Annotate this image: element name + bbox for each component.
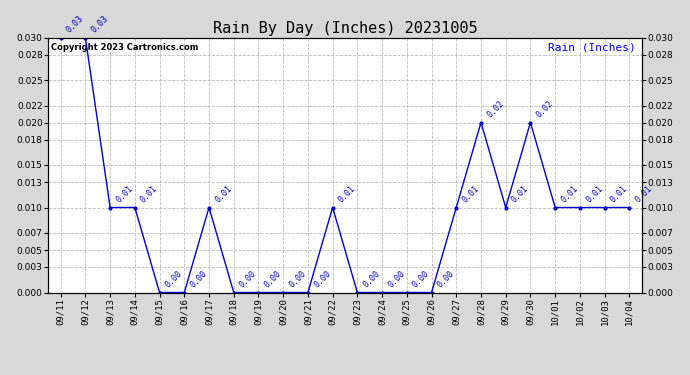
Text: 0.01: 0.01	[609, 184, 629, 205]
Text: 0.02: 0.02	[485, 99, 506, 120]
Text: 0.00: 0.00	[411, 269, 431, 290]
Text: 0.01: 0.01	[584, 184, 604, 205]
Text: 0.01: 0.01	[139, 184, 159, 205]
Text: 0.00: 0.00	[362, 269, 382, 290]
Text: 0.02: 0.02	[535, 99, 555, 120]
Text: 0.00: 0.00	[435, 269, 456, 290]
Text: 0.01: 0.01	[337, 184, 357, 205]
Text: Copyright 2023 Cartronics.com: Copyright 2023 Cartronics.com	[51, 43, 199, 52]
Text: 0.03: 0.03	[90, 14, 110, 35]
Text: 0.00: 0.00	[312, 269, 333, 290]
Text: 0.00: 0.00	[188, 269, 209, 290]
Text: 0.00: 0.00	[238, 269, 259, 290]
Text: 0.00: 0.00	[386, 269, 407, 290]
Text: 0.01: 0.01	[510, 184, 531, 205]
Text: 0.00: 0.00	[263, 269, 283, 290]
Title: Rain By Day (Inches) 20231005: Rain By Day (Inches) 20231005	[213, 21, 477, 36]
Text: 0.03: 0.03	[65, 14, 86, 35]
Text: 0.00: 0.00	[164, 269, 184, 290]
Text: 0.01: 0.01	[460, 184, 481, 205]
Text: 0.00: 0.00	[287, 269, 308, 290]
Text: 0.01: 0.01	[560, 184, 580, 205]
Text: Rain (Inches): Rain (Inches)	[548, 43, 635, 52]
Text: 0.01: 0.01	[213, 184, 234, 205]
Text: 0.01: 0.01	[115, 184, 135, 205]
Text: 0.01: 0.01	[633, 184, 654, 205]
